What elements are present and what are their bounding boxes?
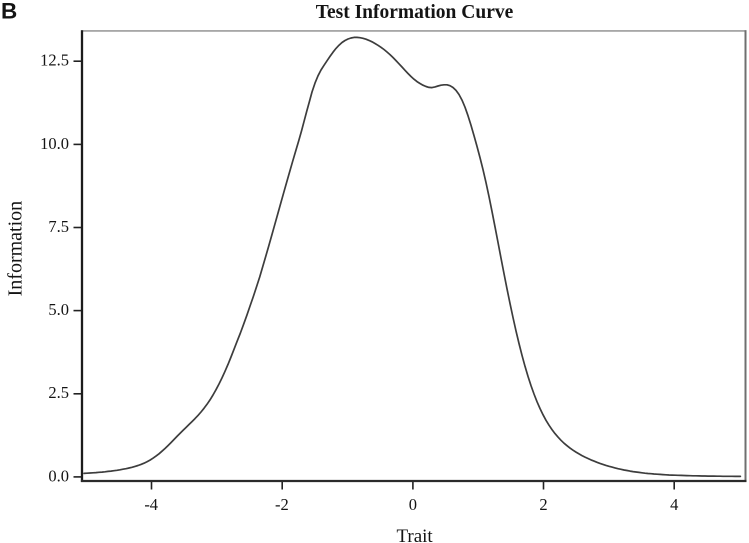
svg-text:Test Information Curve: Test Information Curve xyxy=(316,2,514,23)
svg-text:-2: -2 xyxy=(275,495,289,514)
svg-text:Information: Information xyxy=(5,201,27,297)
svg-text:0: 0 xyxy=(409,495,417,514)
svg-text:-4: -4 xyxy=(144,495,158,514)
svg-text:4: 4 xyxy=(670,495,678,514)
svg-text:2: 2 xyxy=(539,495,547,514)
svg-text:5.0: 5.0 xyxy=(48,300,69,319)
svg-text:B: B xyxy=(1,0,17,24)
svg-text:2.5: 2.5 xyxy=(48,383,69,402)
svg-text:10.0: 10.0 xyxy=(40,134,69,153)
svg-text:0.0: 0.0 xyxy=(48,466,69,485)
svg-text:Trait: Trait xyxy=(396,526,433,543)
svg-text:7.5: 7.5 xyxy=(48,217,69,236)
svg-text:12.5: 12.5 xyxy=(40,51,69,70)
